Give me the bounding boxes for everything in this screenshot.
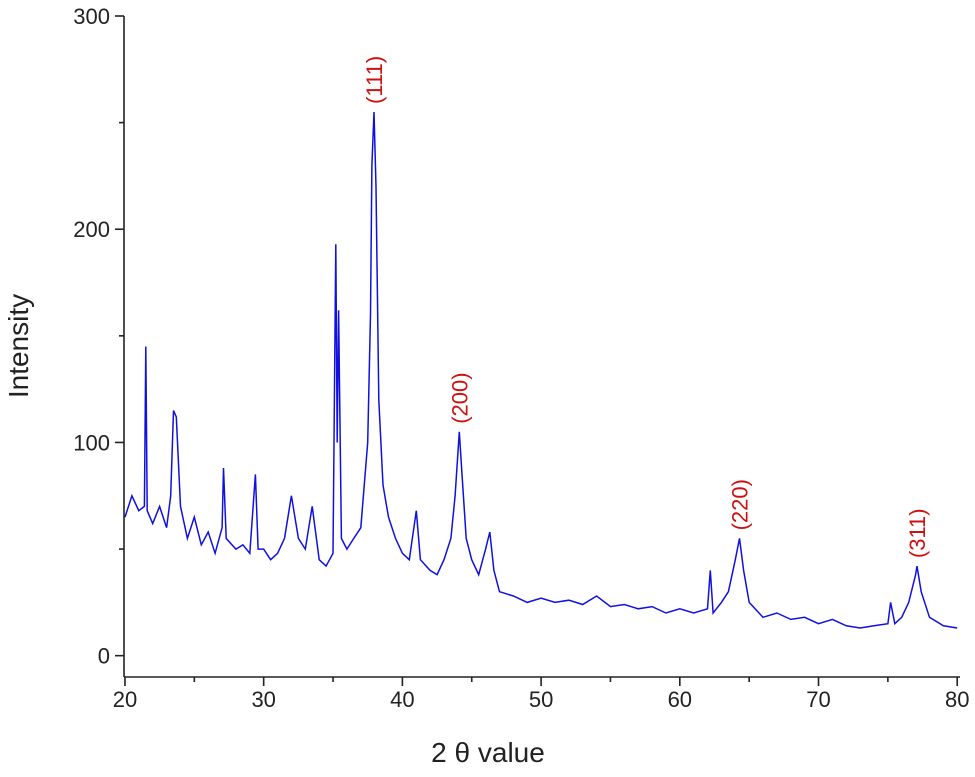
spectrum-line [124,111,958,629]
peak-label: (200) [447,372,472,423]
y-tick-label: 200 [73,217,110,242]
peak-label: (311) [905,508,930,558]
peak-label: (111) [362,56,387,104]
x-axis-label: 2 θ value [431,737,545,768]
peak-label: (220) [727,479,752,530]
y-tick-label: 0 [98,644,110,669]
x-tick-label: 50 [529,687,553,712]
y-tick-label: 100 [73,430,110,455]
y-tick-label: 300 [73,4,110,29]
y-axis-label: Intensity [3,294,34,398]
x-tick-label: 40 [390,687,414,712]
x-tick-label: 60 [668,687,692,712]
x-tick-label: 80 [945,687,969,712]
x-tick-label: 70 [806,687,830,712]
x-tick-label: 30 [251,687,275,712]
x-tick-label: 20 [113,687,137,712]
